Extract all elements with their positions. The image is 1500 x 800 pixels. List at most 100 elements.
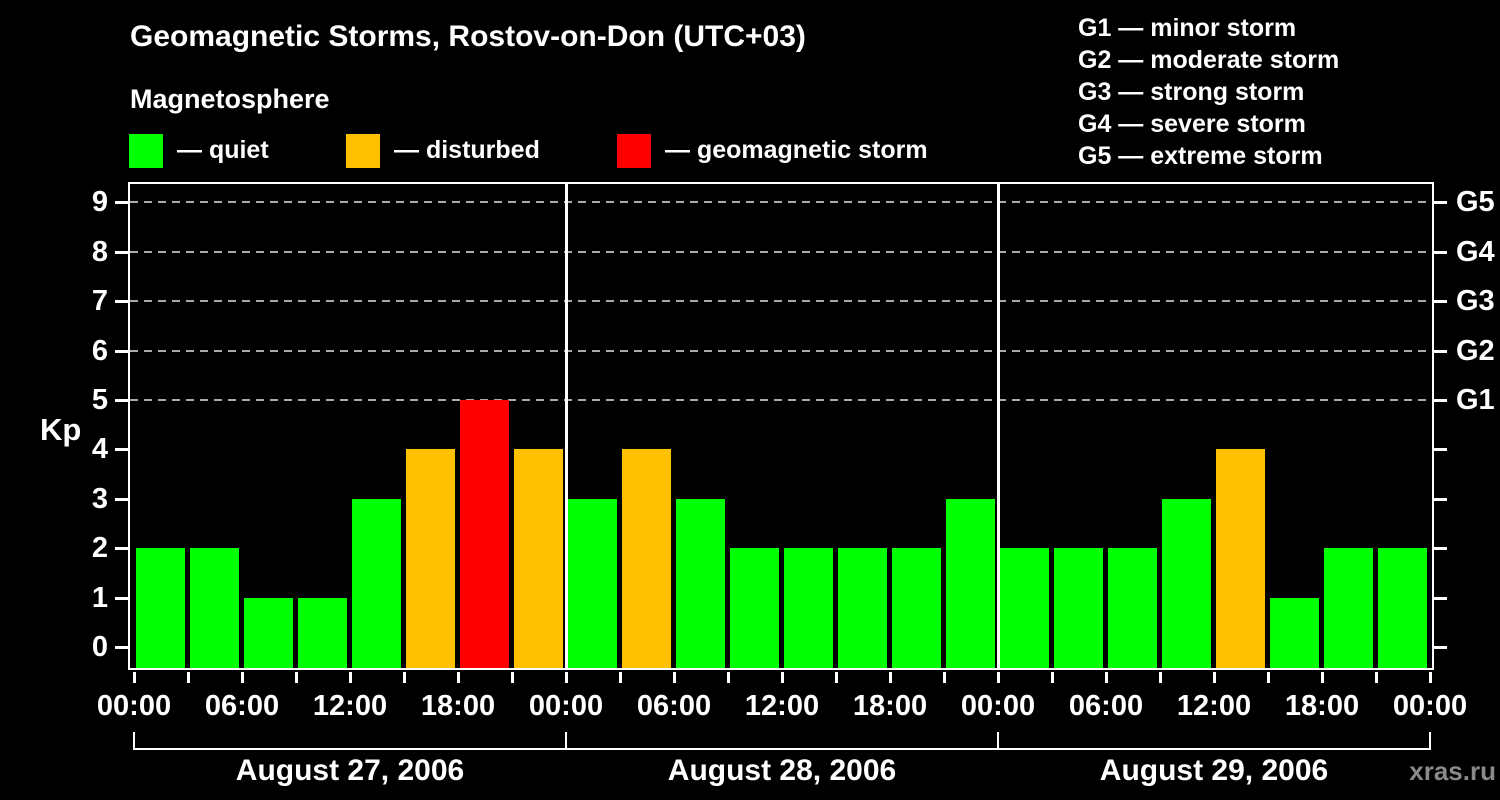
x-tick-label: 06:00 (636, 690, 712, 722)
kp-bar (1054, 548, 1103, 668)
kp-bar (892, 548, 941, 668)
right-axis-tick (1434, 250, 1447, 254)
x-axis-tick (1375, 672, 1378, 683)
right-axis-tick (1434, 646, 1447, 649)
date-label: August 28, 2006 (667, 754, 897, 787)
y-axis-tick (115, 646, 128, 649)
x-tick-label: 06:00 (204, 690, 280, 722)
chart-subtitle: Magnetosphere (130, 84, 330, 114)
y-tick-label: 4 (91, 433, 108, 466)
day-separator (565, 184, 568, 668)
legend-label-quiet: — quiet (177, 136, 269, 164)
kp-bar (1108, 548, 1157, 668)
y-tick-label: 8 (91, 235, 108, 268)
storm-scale-legend: G1 — minor storm G2 — moderate storm G3 … (1078, 12, 1339, 172)
gridline-kp-5 (130, 399, 1432, 401)
x-tick-label: 06:00 (1068, 690, 1144, 722)
y-axis-tick (115, 547, 128, 551)
y-tick-label: 7 (91, 285, 108, 318)
right-axis-tick (1434, 201, 1447, 205)
x-tick-label: 12:00 (744, 690, 820, 722)
g-scale-tick-label: G3 (1456, 285, 1495, 318)
legend-item-quiet: — quiet (129, 133, 269, 168)
x-axis-tick (187, 672, 190, 683)
x-tick-label: 00:00 (96, 690, 172, 722)
x-axis-tick (349, 672, 352, 683)
x-axis-tick (1105, 672, 1108, 683)
x-tick-label: 18:00 (852, 690, 928, 722)
x-tick-label: 12:00 (312, 690, 388, 722)
kp-bar (1270, 597, 1319, 668)
legend-item-disturbed: — disturbed (346, 133, 540, 168)
x-axis-tick (619, 672, 622, 683)
x-axis-tick (997, 672, 1000, 683)
kp-bar (298, 597, 347, 668)
storm-scale-g3: G3 — strong storm (1078, 78, 1305, 106)
y-axis-tick (115, 201, 128, 205)
kp-bar (1216, 449, 1265, 668)
g-scale-tick-label: G2 (1456, 334, 1495, 367)
y-axis-tick (115, 448, 128, 452)
kp-bar (838, 548, 887, 668)
date-label: August 27, 2006 (235, 754, 465, 787)
storm-scale-g1: G1 — minor storm (1078, 14, 1297, 42)
x-tick-label: 00:00 (960, 690, 1036, 722)
x-axis-tick (1429, 672, 1432, 683)
x-tick-label: 00:00 (528, 690, 604, 722)
right-axis-tick (1434, 448, 1447, 452)
g-scale-tick-label: G4 (1456, 235, 1495, 268)
kp-bar (568, 498, 617, 668)
x-axis-tick (889, 672, 892, 683)
right-axis-tick (1434, 349, 1447, 353)
gridline-kp-6 (130, 349, 1432, 352)
x-axis-tick (1321, 672, 1324, 683)
y-tick-label: 6 (91, 334, 108, 367)
y-tick-label: 9 (91, 186, 108, 219)
kp-bar (190, 548, 239, 668)
date-bracket-riser (997, 732, 999, 748)
x-axis-tick (673, 672, 676, 683)
kp-bar (244, 597, 293, 668)
y-axis-tick (115, 399, 128, 402)
disturbed-color-swatch (346, 133, 380, 168)
right-axis-tick (1434, 300, 1447, 304)
storm-scale-g2: G2 — moderate storm (1078, 46, 1340, 74)
date-label: August 29, 2006 (1099, 754, 1329, 787)
kp-bar (460, 400, 509, 668)
kp-bar (406, 449, 455, 668)
date-bracket-riser (1429, 732, 1431, 748)
x-tick-label: 00:00 (1392, 690, 1468, 722)
x-tick-label: 12:00 (1176, 690, 1252, 722)
date-bracket-riser (565, 732, 567, 748)
gridline-kp-9 (130, 201, 1432, 204)
kp-bar (1162, 498, 1211, 668)
x-axis-tick (1267, 672, 1270, 683)
right-axis-tick (1434, 596, 1447, 600)
legend-item-storm: — geomagnetic storm (617, 133, 928, 168)
x-axis-tick (457, 672, 460, 683)
right-axis-tick (1434, 547, 1447, 551)
kp-bar (136, 548, 185, 668)
kp-bar (1378, 548, 1427, 668)
y-axis-tick (115, 596, 128, 600)
x-axis-tick (511, 672, 514, 683)
x-axis-tick (1159, 672, 1162, 683)
kp-bar (622, 449, 671, 668)
x-axis-tick (403, 672, 406, 683)
y-tick-label: 5 (91, 384, 108, 416)
y-axis-tick (115, 497, 128, 501)
y-tick-label: 2 (91, 532, 108, 565)
gridline-kp-8 (130, 250, 1432, 253)
day-separator (997, 184, 1000, 668)
y-tick-label: 1 (91, 581, 108, 614)
kp-bar (946, 498, 995, 668)
x-axis-tick (943, 672, 946, 683)
right-axis-tick (1434, 497, 1447, 501)
kp-bar (514, 449, 563, 668)
x-axis-tick (781, 672, 784, 683)
g-scale-tick-label: G1 (1456, 384, 1495, 416)
x-axis-tick (133, 672, 136, 683)
kp-bar (352, 498, 401, 668)
